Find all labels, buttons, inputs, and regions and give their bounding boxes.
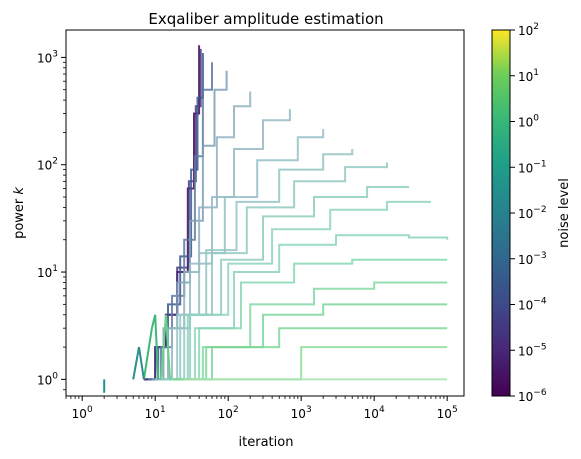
y-axis-label: power k: [12, 187, 27, 239]
spike-line-2: [132, 346, 145, 380]
x-tick-label-0-exp: 0: [87, 405, 93, 415]
x-tick-label-4-base: 10: [364, 407, 379, 421]
colorbar-tick-label-7: 101: [518, 68, 539, 84]
x-tick-label-2-base: 10: [218, 407, 233, 421]
y-tick-label-2: 102: [37, 157, 58, 173]
colorbar-tick-label-1-exp: −5: [533, 342, 546, 352]
y-tick-label-1-exp: 1: [52, 264, 58, 274]
colorbar-tick-label-2: 10−4: [518, 297, 547, 313]
spike-line-1: [142, 314, 160, 380]
y-tick-label-1-base: 10: [37, 266, 52, 280]
y-tick-label-0-base: 10: [37, 373, 52, 387]
series-line-11: [165, 200, 431, 381]
colorbar-tick-label-4-base: 10: [518, 207, 533, 221]
colorbar-label: noise level: [557, 178, 572, 248]
chart-title: Exqaliber amplitude estimation: [148, 10, 383, 28]
series-line-16: [177, 327, 448, 381]
colorbar-tick-label-6-base: 10: [518, 116, 533, 130]
colorbar-tick-label-4-exp: −2: [533, 205, 546, 215]
spike-line-3: [160, 314, 172, 380]
x-tick-label-5: 105: [437, 405, 458, 421]
x-tick-label-2-exp: 2: [233, 405, 239, 415]
series-line-10: [163, 186, 409, 381]
colorbar-tick-label-3: 10−3: [518, 251, 547, 267]
y-tick-label-3-exp: 3: [52, 49, 58, 59]
colorbar-tick-label-3-base: 10: [518, 253, 533, 267]
series-line-7: [158, 129, 325, 381]
series-line-3: [148, 62, 213, 381]
series-line-14: [172, 281, 448, 381]
series-line-6: [155, 109, 291, 381]
x-tick-label-5-base: 10: [437, 407, 452, 421]
y-axis-label-main: power: [12, 195, 27, 239]
colorbar-tick-label-6: 100: [518, 114, 539, 130]
series-line-4: [151, 70, 228, 381]
series-layer: [103, 45, 449, 393]
y-tick-label-0-exp: 0: [52, 371, 58, 381]
colorbar: [491, 29, 511, 397]
x-tick-label-2: 102: [218, 405, 239, 421]
series-line-9: [161, 162, 388, 381]
colorbar-tick-label-5-base: 10: [518, 161, 533, 175]
x-tick-label-1: 101: [145, 405, 166, 421]
x-tick-label-0-base: 10: [72, 407, 87, 421]
colorbar-tick-label-5-exp: −1: [533, 159, 546, 169]
y-tick-label-2-base: 10: [37, 159, 52, 173]
y-tick-label-0: 100: [37, 371, 58, 387]
colorbar-tick-label-7-exp: 1: [533, 68, 539, 78]
x-tick-label-1-exp: 1: [160, 405, 166, 415]
colorbar-tick-label-0-exp: −6: [533, 388, 547, 398]
series-line-13: [170, 258, 448, 381]
colorbar-tick-label-1: 10−5: [518, 342, 547, 358]
colorbar-tick-label-2-base: 10: [518, 299, 533, 313]
colorbar-tick-label-0-base: 10: [518, 390, 533, 404]
colorbar-tick-label-0: 10−6: [518, 388, 547, 404]
colorbar-tick-label-8-exp: 2: [533, 22, 539, 32]
y-axis-label-var: k: [12, 187, 27, 195]
x-tick-label-0: 100: [72, 405, 93, 421]
plot-frame: [65, 29, 465, 397]
colorbar-tick-label-4: 10−2: [518, 205, 547, 221]
series-line-5: [155, 91, 252, 381]
x-tick-label-3-base: 10: [291, 407, 306, 421]
x-tick-label-5-exp: 5: [452, 405, 458, 415]
colorbar-tick-label-8: 102: [518, 22, 539, 38]
x-axis-label: iteration: [239, 435, 294, 450]
colorbar-tick-label-3-exp: −3: [533, 251, 546, 261]
series-line-15: [173, 303, 448, 381]
colorbar-tick-label-2-exp: −4: [533, 297, 547, 307]
colorbar-tick-label-8-base: 10: [518, 24, 533, 38]
x-tick-label-4: 104: [364, 405, 385, 421]
series-line-8: [161, 149, 354, 381]
series-line-2: [148, 53, 204, 381]
y-tick-label-3-base: 10: [37, 51, 52, 65]
y-tick-label-2-exp: 2: [52, 157, 58, 167]
x-tick-label-4-exp: 4: [379, 405, 385, 415]
y-tick-label-3: 103: [37, 49, 58, 65]
colorbar-tick-label-5: 10−1: [518, 159, 547, 175]
series-line-17: [180, 346, 448, 381]
series-line-12: [168, 234, 449, 381]
series-line-1: [143, 48, 202, 381]
x-tick-label-1-base: 10: [145, 407, 160, 421]
x-tick-label-3: 103: [291, 405, 312, 421]
colorbar-tick-label-1-base: 10: [518, 344, 533, 358]
y-tick-label-1: 101: [37, 264, 58, 280]
x-tick-label-3-exp: 3: [306, 405, 312, 415]
x-axis-ticks: 100 101 102 103 104 105: [65, 396, 458, 421]
colorbar-tick-label-7-base: 10: [518, 70, 533, 84]
colorbar-tick-label-6-exp: 0: [533, 114, 539, 124]
